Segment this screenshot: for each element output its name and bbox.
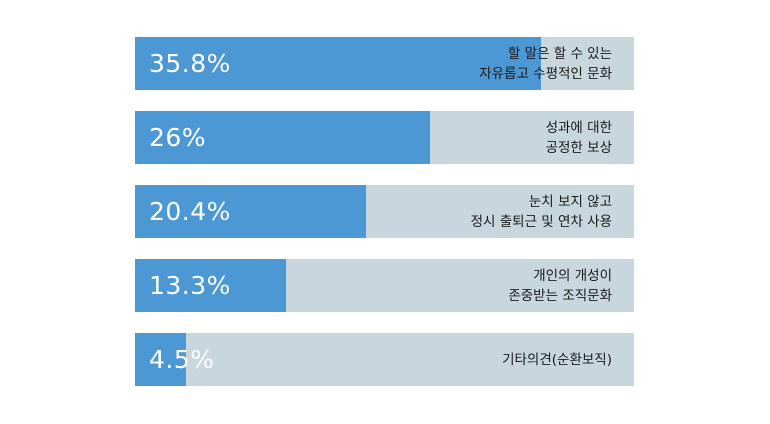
bar-track: 26% 성과에 대한 공정한 보상 [135,111,634,164]
category-label: 할 말은 할 수 있는 자유롭고 수평적인 문화 [479,45,612,82]
bar-track: 35.8% 할 말은 할 수 있는 자유롭고 수평적인 문화 [135,37,634,90]
data-label: 4.5% [149,345,215,374]
category-label: 눈치 보지 않고 정시 출퇴근 및 연차 사용 [470,193,612,230]
data-label: 35.8% [149,49,231,78]
bar [135,37,541,90]
category-label: 기타의견(순환보직) [502,351,612,368]
bar [135,185,366,238]
bar [135,259,286,312]
category-label: 성과에 대한 공정한 보상 [545,119,612,156]
bar-track: 4.5% 기타의견(순환보직) [135,333,634,386]
data-label: 13.3% [149,271,231,300]
bar-track: 13.3% 개인의 개성이 존중받는 조직문화 [135,259,634,312]
data-label: 26% [149,123,207,152]
bar [135,111,430,164]
bar [135,333,186,386]
bar-track: 20.4% 눈치 보지 않고 정시 출퇴근 및 연차 사용 [135,185,634,238]
data-label: 20.4% [149,197,231,226]
category-label: 개인의 개성이 존중받는 조직문화 [508,267,612,304]
